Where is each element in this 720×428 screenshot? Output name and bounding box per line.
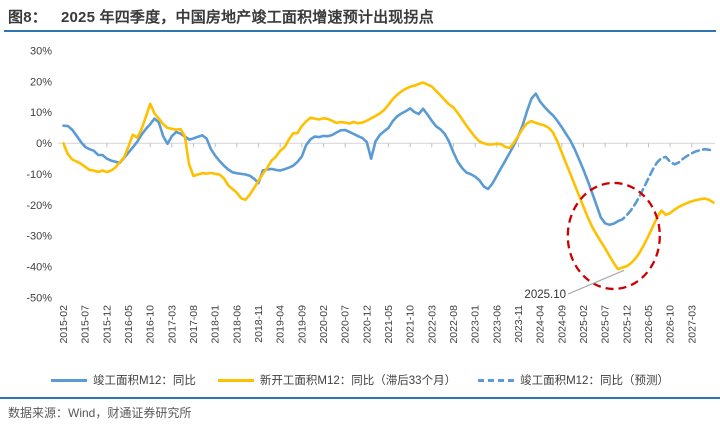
x-axis-label: 2021-05: [383, 305, 395, 344]
inflection-highlight-circle-icon: [566, 181, 661, 291]
x-axis-label: 2025-02: [578, 305, 590, 344]
forecast-line-swatch-icon: [478, 378, 515, 382]
x-axis-label: 2020-02: [318, 305, 330, 344]
legend-item-forecast: 竣工面积M12：同比（预测）: [478, 372, 669, 388]
x-axis-label: 2023-11: [513, 305, 525, 343]
x-axis-label: 2020-07: [340, 305, 352, 344]
series-line: [62, 92, 620, 227]
x-axis-label: 2016-10: [145, 305, 157, 344]
y-axis-label: 0%: [36, 138, 52, 150]
figure-number: 图8：: [8, 9, 47, 26]
x-axis-label: 2018-11: [253, 305, 265, 343]
x-axis-label: 2023-01: [470, 305, 482, 344]
chart-legend: 竣工面积M12：同比 新开工面积M12：同比（滞后33个月） 竣工面积M12：同…: [0, 371, 720, 389]
x-axis-label: 2016-05: [123, 305, 135, 344]
legend-label: 新开工面积M12：同比（滞后33个月）: [259, 375, 457, 387]
series-line: [62, 81, 715, 271]
legend-label: 竣工面积M12：同比: [93, 375, 196, 387]
x-axis-label: 2019-04: [275, 305, 287, 344]
x-axis-label: 2021-10: [405, 305, 417, 344]
x-axis-label: 2017-03: [166, 305, 178, 344]
y-axis-label: -50%: [26, 292, 52, 304]
new-start-line-swatch-icon: [217, 378, 254, 382]
y-axis-label: 10%: [30, 107, 52, 119]
x-axis-label: 2015-07: [80, 305, 92, 344]
x-axis-label: 2017-08: [188, 305, 200, 344]
annotation-label: 2025.10: [524, 289, 566, 301]
x-axis-label: 2024-09: [556, 305, 568, 344]
x-axis-label: 2019-09: [296, 305, 308, 344]
y-axis-label: -30%: [26, 231, 52, 243]
completion-line-swatch-icon: [51, 378, 88, 382]
legend-label: 竣工面积M12：同比（预测）: [520, 375, 669, 387]
footer-divider: [0, 397, 720, 399]
annotation-leader-line: [567, 269, 625, 295]
y-axis-label: -20%: [26, 200, 52, 212]
x-axis-label: 2027-03: [686, 305, 698, 344]
x-axis-label: 2018-01: [210, 305, 222, 344]
x-axis-label: 2023-06: [491, 305, 503, 344]
x-axis-label: 2020-12: [361, 305, 373, 344]
x-axis-label: 2022-03: [426, 305, 438, 344]
x-axis-label: 2026-10: [665, 305, 677, 344]
x-axis-label: 2025-07: [600, 305, 612, 344]
x-axis-label: 2025-12: [621, 305, 633, 344]
x-axis-label: 2015-12: [101, 305, 113, 344]
x-axis-label: 2015-02: [58, 305, 70, 344]
legend-item-new-start: 新开工面积M12：同比（滞后33个月）: [217, 372, 457, 388]
x-axis-label: 2024-04: [535, 305, 547, 344]
y-axis-label: 20%: [30, 76, 52, 88]
title-divider: [4, 30, 716, 32]
figure-title: 图8： 2025 年四季度，中国房地产竣工面积增速预计出现拐点: [8, 6, 714, 27]
data-source-note: 数据来源：Wind，财通证券研究所: [8, 406, 192, 420]
series-line-forecast: [616, 147, 715, 223]
y-axis-label: -40%: [26, 262, 52, 274]
legend-item-completion: 竣工面积M12：同比: [51, 372, 196, 388]
x-axis-label: 2022-08: [448, 305, 460, 344]
x-axis-label: 2026-05: [643, 305, 655, 344]
figure-title-text: 2025 年四季度，中国房地产竣工面积增速预计出现拐点: [60, 9, 434, 26]
y-axis-label: 30%: [30, 45, 52, 57]
y-axis-label: -10%: [26, 169, 52, 181]
x-axis-label: 2018-06: [231, 305, 243, 344]
